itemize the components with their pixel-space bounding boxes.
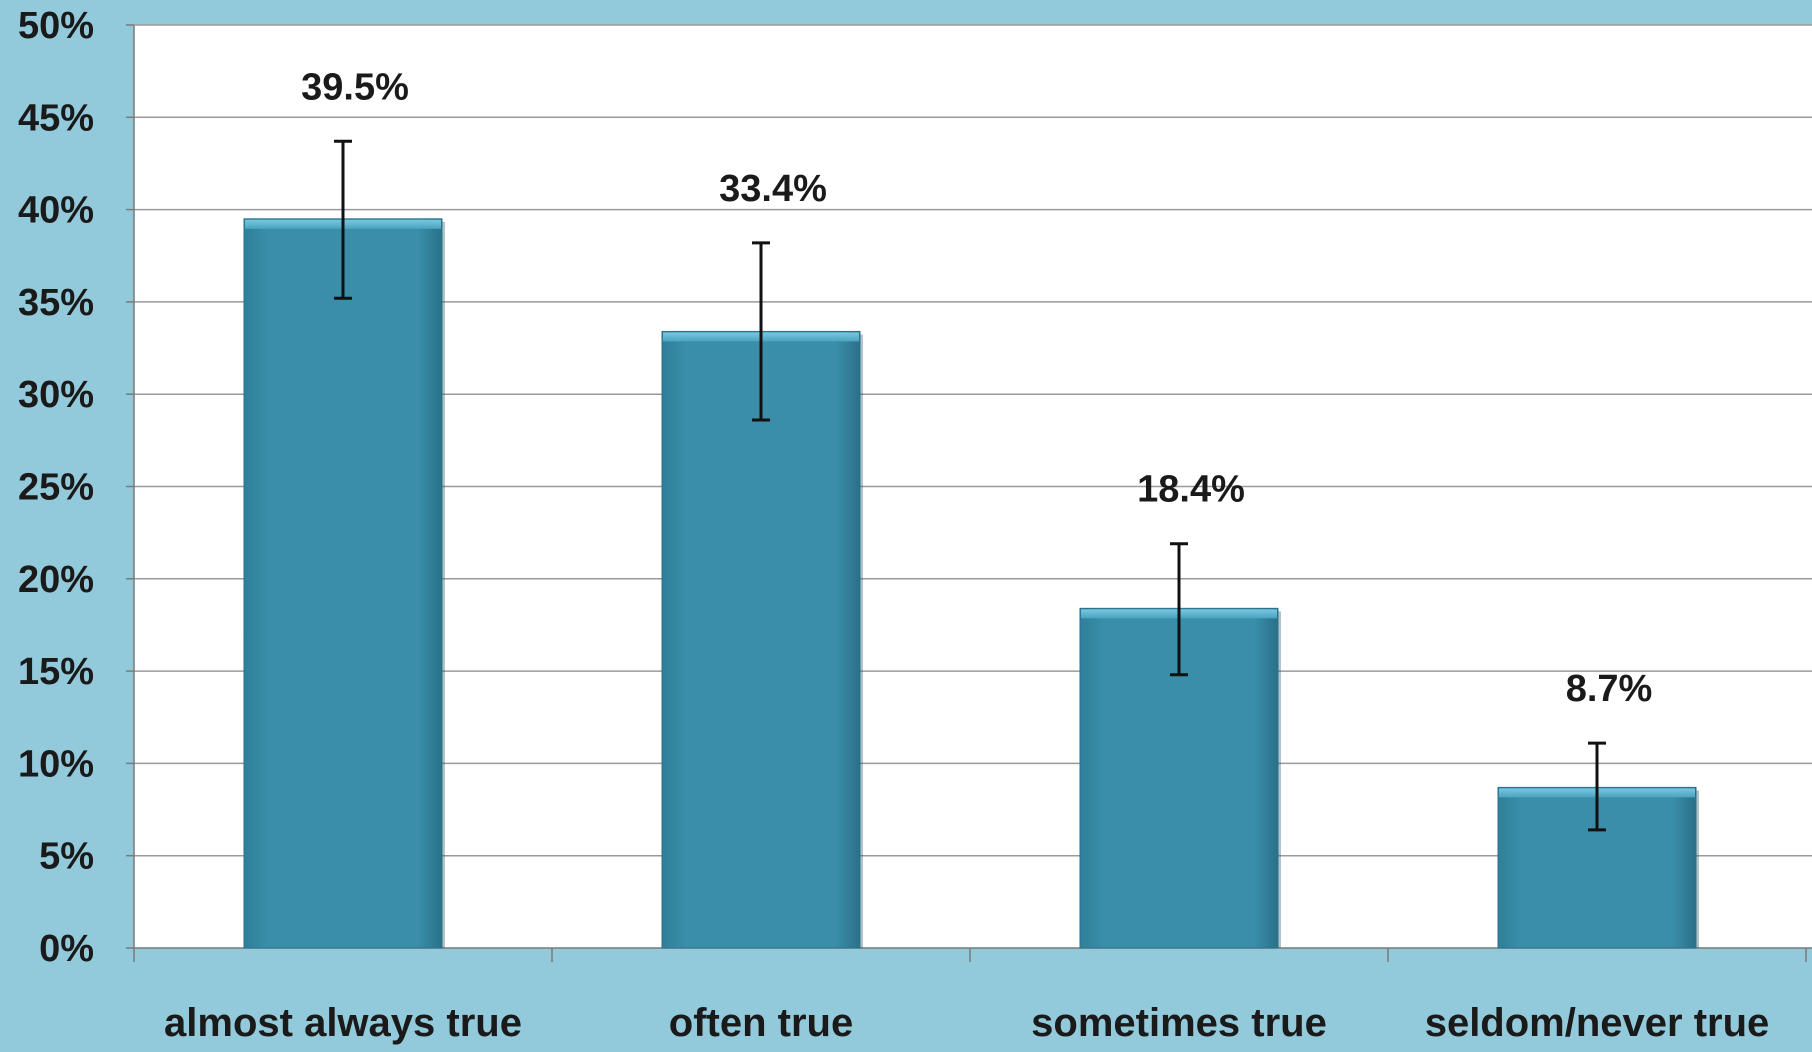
- x-tick-label: almost always true: [164, 1001, 522, 1045]
- y-tick-label: 40%: [18, 190, 94, 232]
- y-tick-label: 50%: [18, 5, 94, 47]
- bar: [661, 330, 861, 949]
- labels: 0% 5% 10% 15% 20% 25% 30% 35% 40% 45% 50% 39.5% almo…: [18, 5, 1769, 1045]
- y-tick-label: 25%: [18, 467, 94, 509]
- y-tick-label: 20%: [18, 559, 94, 601]
- y-tick-label: 45%: [18, 97, 94, 139]
- x-tick-label: sometimes true: [1031, 1001, 1327, 1045]
- data-label: 8.7%: [1566, 668, 1653, 710]
- data-label: 33.4%: [719, 168, 827, 210]
- x-tick-label: seldom/never true: [1425, 1001, 1770, 1045]
- error-bars: [334, 139, 1606, 832]
- y-tick-label: 10%: [18, 743, 94, 785]
- data-label: 18.4%: [1137, 469, 1245, 511]
- bar: [243, 218, 443, 949]
- y-tick-label: 5%: [39, 836, 94, 878]
- y-tick-label: 0%: [39, 928, 94, 970]
- x-tick-label: often true: [669, 1001, 853, 1045]
- y-tick-label: 35%: [18, 282, 94, 324]
- y-tick-label: 15%: [18, 651, 94, 693]
- data-label: 39.5%: [301, 66, 409, 108]
- y-tick-label: 30%: [18, 374, 94, 416]
